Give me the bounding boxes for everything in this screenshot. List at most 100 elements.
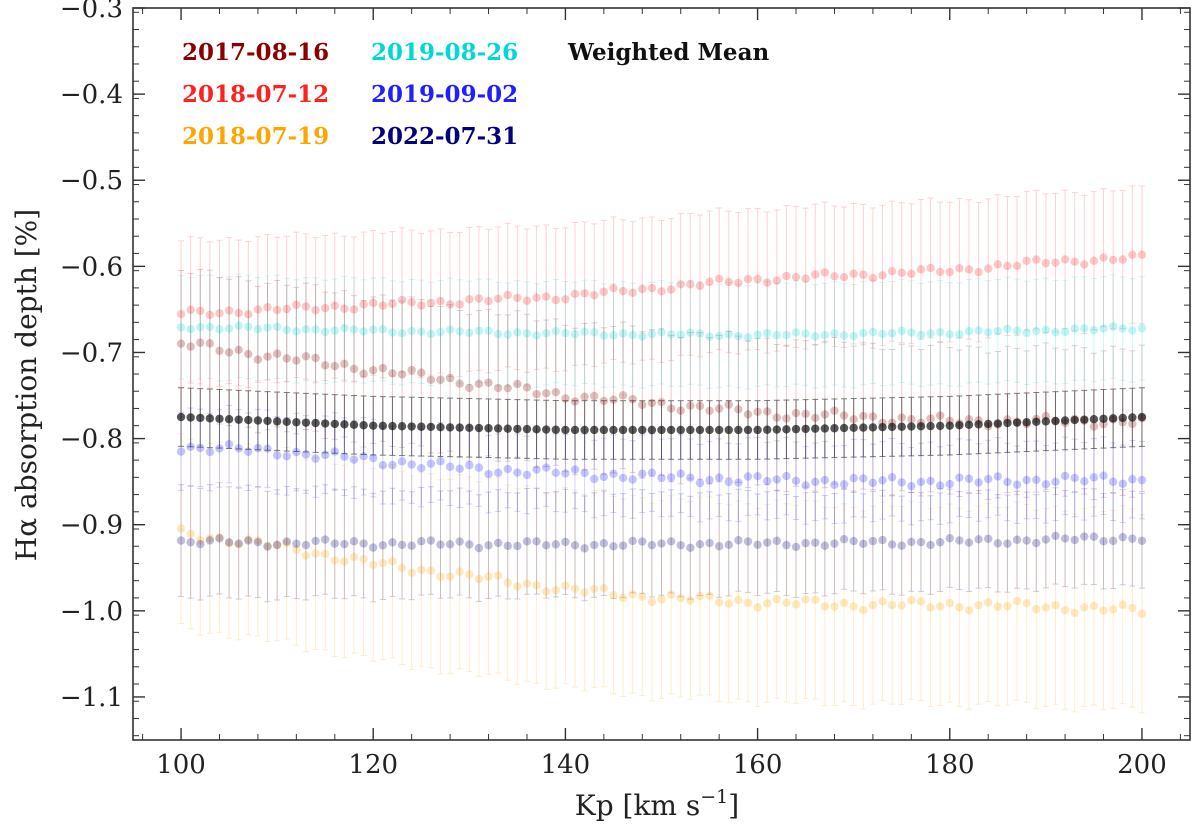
data-point [426,536,436,545]
data-point [791,272,801,282]
data-point [561,425,570,435]
data-point [916,537,926,547]
data-point [1128,534,1137,543]
data-point [964,474,974,483]
data-point [349,325,359,334]
data-point [974,420,983,429]
data-point [359,554,368,564]
data-point [916,477,926,487]
x-tick-label: 180 [925,750,975,780]
data-point [1108,414,1118,423]
data-point [724,540,733,550]
data-point [311,454,320,463]
data-point [445,572,455,581]
data-point [1128,326,1137,335]
data-point [253,305,263,314]
data-point [859,270,868,279]
data-point [234,321,243,330]
data-point [340,359,349,369]
data-point [705,538,714,548]
data-point [839,480,849,489]
data-point [1022,599,1031,608]
y-tick-label: −0.6 [60,252,123,282]
data-point [407,422,416,431]
data-point [1137,412,1147,422]
data-point [196,413,205,423]
data-point [1108,322,1118,331]
data-point [724,599,733,608]
data-point [378,363,388,373]
data-point [590,540,599,550]
data-point [695,329,705,338]
data-point [1060,606,1070,615]
data-point [878,329,887,339]
legend-entry: 2018-07-19 [182,123,329,150]
data-point [1003,601,1012,611]
data-point [1041,535,1051,544]
data-point [859,411,868,421]
data-point [503,290,512,300]
data-point [1041,603,1051,612]
data-point [551,540,560,549]
data-point [292,447,301,457]
data-point [859,474,868,483]
data-point [935,602,945,611]
data-point [513,541,522,551]
data-point [791,542,801,552]
data-point [340,557,349,566]
data-point [513,582,522,591]
data-point [196,306,205,316]
data-point [493,424,503,433]
data-point [272,540,282,550]
data-point [186,442,195,451]
data-point [1070,324,1079,333]
data-point [734,331,743,341]
data-point [1051,531,1060,541]
data-point [897,478,906,487]
data-point [196,540,205,549]
data-point [1060,534,1070,543]
data-point [465,570,474,579]
data-point [695,425,705,435]
data-point [445,373,455,383]
data-point [522,329,532,338]
data-point [205,322,215,332]
data-point [984,328,993,337]
data-point [916,422,926,431]
data-point [493,538,503,548]
data-point [763,476,772,486]
data-point [734,536,743,545]
data-point [561,328,570,338]
x-tick-label: 100 [156,750,206,780]
data-point [945,479,954,489]
data-point [1080,532,1089,541]
error-bars-2022-07-31 [178,482,1145,603]
data-point [638,537,647,546]
series-2019-09-02 [176,439,1147,491]
data-point [388,421,397,431]
data-point [1051,328,1060,337]
y-tick-label: −0.5 [60,166,123,196]
legend-entry: 2019-08-26 [371,39,518,66]
data-point [292,300,301,310]
data-point [513,379,522,389]
data-point [1070,473,1079,483]
data-point [666,330,676,339]
data-point [878,271,887,280]
y-axis-title: Hα absorption depth [%] [10,209,43,561]
data-point [359,539,368,548]
data-point [753,330,762,339]
data-point [590,474,599,484]
data-point [705,406,714,415]
data-points [176,250,1147,618]
data-point [859,423,868,432]
data-point [811,424,820,433]
data-point [686,328,695,337]
data-point [964,420,974,430]
data-point [849,602,858,611]
data-point [1089,422,1099,431]
data-point [1022,328,1031,338]
data-point [407,541,416,550]
data-point [359,452,368,461]
data-point [638,332,647,341]
